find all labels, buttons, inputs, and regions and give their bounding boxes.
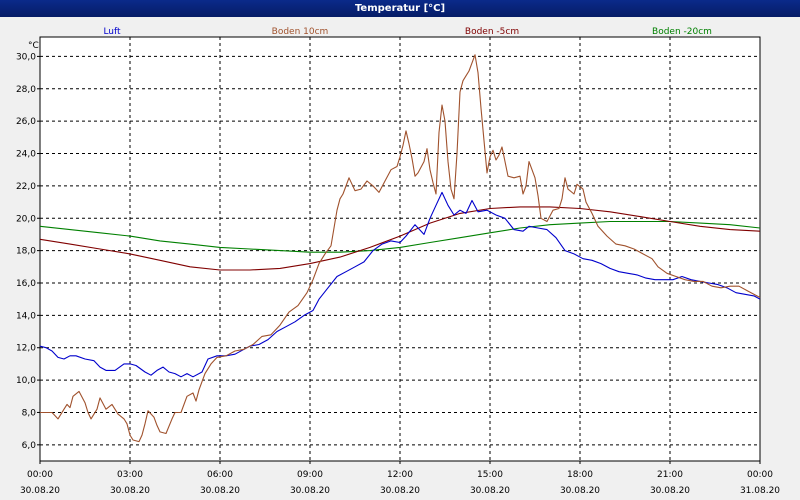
chart-title: Temperatur [°C] xyxy=(354,3,446,14)
legend-item: Boden -20cm xyxy=(652,27,712,37)
legend-item: Luft xyxy=(103,27,121,37)
x-tick-date: 30.08.20 xyxy=(110,486,150,496)
x-tick-time: 03:00 xyxy=(117,470,143,480)
y-tick-label: 8,0 xyxy=(22,408,37,418)
temperature-chart: 6,0 8,0 10,0 12,0 14,0 16,0 18,0 20,0 22,0 24,0 26… xyxy=(0,17,800,500)
series-line-luft xyxy=(39,191,761,378)
y-axis-unit: °C xyxy=(28,41,39,51)
x-tick-time: 00:00 xyxy=(27,470,53,480)
y-tick-label: 28,0 xyxy=(16,85,36,95)
x-tick-date: 30.08.20 xyxy=(380,486,420,496)
series-line-boden-10cm xyxy=(40,54,761,443)
y-tick-label: 30,0 xyxy=(16,52,36,62)
x-tick-date: 31.08.20 xyxy=(740,486,780,496)
y-tick-label: 26,0 xyxy=(16,117,36,127)
x-tick-time: 21:00 xyxy=(657,470,683,480)
x-tick-date: 30.08.20 xyxy=(650,486,690,496)
x-tick-time: 18:00 xyxy=(567,470,593,480)
legend-item: Boden -5cm xyxy=(465,27,519,37)
x-tick-time: 12:00 xyxy=(387,470,413,480)
x-tick-time: 00:00 xyxy=(747,470,773,480)
y-tick-label: 20,0 xyxy=(16,214,36,224)
x-tick-date: 30.08.20 xyxy=(20,486,60,496)
legend-item: Boden 10cm xyxy=(272,27,329,37)
y-tick-label: 22,0 xyxy=(16,182,36,192)
x-tick-date: 30.08.20 xyxy=(560,486,600,496)
y-tick-label: 24,0 xyxy=(16,150,36,160)
x-tick-time: 06:00 xyxy=(207,470,233,480)
x-tick-time: 09:00 xyxy=(297,470,323,480)
y-tick-label: 14,0 xyxy=(16,311,36,321)
x-tick-date: 30.08.20 xyxy=(290,486,330,496)
y-tick-label: 6,0 xyxy=(22,441,37,451)
series-line-boden-20cm xyxy=(39,220,761,253)
y-tick-label: 16,0 xyxy=(16,279,36,289)
chart-title-bar: Temperatur [°C] xyxy=(0,0,800,17)
x-tick-date: 30.08.20 xyxy=(470,486,510,496)
y-tick-label: 18,0 xyxy=(16,247,36,257)
y-tick-label: 10,0 xyxy=(16,376,36,386)
x-tick-date: 30.08.20 xyxy=(200,486,240,496)
y-tick-label: 12,0 xyxy=(16,344,36,354)
series-line-boden-5cm xyxy=(39,206,761,271)
x-tick-time: 15:00 xyxy=(477,470,503,480)
